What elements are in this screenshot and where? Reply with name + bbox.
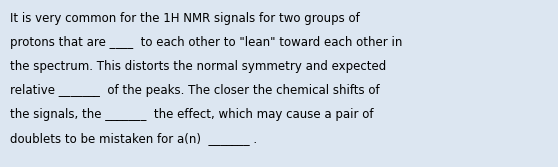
Text: It is very common for the 1H NMR signals for two groups of: It is very common for the 1H NMR signals… — [10, 12, 360, 25]
Text: protons that are ____  to each other to "lean" toward each other in: protons that are ____ to each other to "… — [10, 36, 402, 49]
Text: the signals, the _______  the effect, which may cause a pair of: the signals, the _______ the effect, whi… — [10, 108, 373, 121]
Text: the spectrum. This distorts the normal symmetry and expected: the spectrum. This distorts the normal s… — [10, 60, 386, 73]
Text: relative _______  of the peaks. The closer the chemical shifts of: relative _______ of the peaks. The close… — [10, 84, 379, 97]
Text: doublets to be mistaken for a(n)  _______ .: doublets to be mistaken for a(n) _______… — [10, 132, 257, 145]
